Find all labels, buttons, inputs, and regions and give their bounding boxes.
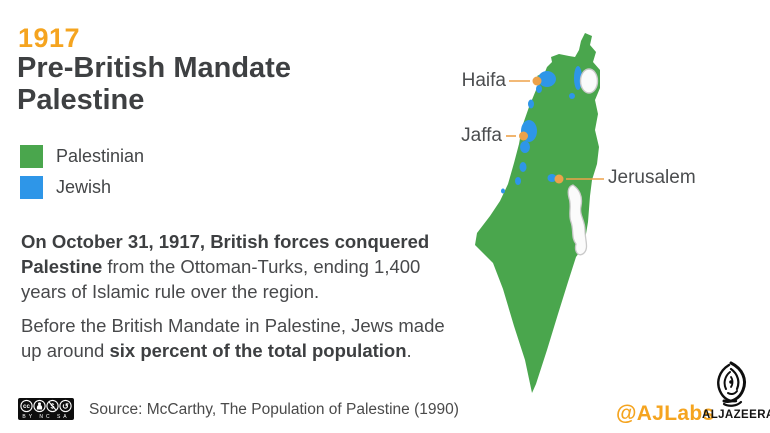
sea-of-galilee [579,68,599,94]
al-jazeera-logo-icon [717,361,746,407]
city-marker-lines [506,80,604,180]
palestine-landmass [475,33,600,393]
legend-label: Palestinian [56,146,145,166]
dead-sea [567,184,588,256]
paragraph-period: . [406,340,412,361]
paragraph-bold-text: On October 31, 1917, British forces conq… [21,231,430,277]
jerusalem-marker-dot [554,174,564,184]
city-marker-dots [519,76,564,184]
paragraph-regular-text: Before the British Mandate in Palestine,… [21,315,445,361]
paragraph-conquest: On October 31, 1917, British forces conq… [21,229,457,304]
city-label-haifa: Haifa [461,70,506,91]
ajlabs-handle: @AJLabs [616,402,715,425]
palestine-map [475,33,604,393]
paragraph-regular-text: from the Ottoman-Turks, ending 1,400 yea… [21,256,421,302]
legend-item-palestinian: Palestinian [20,145,144,168]
al-jazeera-wordmark: ALJAZEERA [702,409,770,421]
page-title: Pre-British Mandate Palestine [17,52,291,116]
source-attribution: Source: McCarthy, The Population of Pale… [89,401,459,418]
cc-license-icon: cc $ ↺ BY NC SA [18,398,74,420]
svg-text:$: $ [51,404,55,411]
jewish-color-swatch [20,176,43,199]
cc-license-terms: BY NC SA [22,414,69,420]
svg-text:cc: cc [23,403,30,410]
svg-text:↺: ↺ [62,402,69,411]
paragraph-population: Before the British Mandate in Palestine,… [21,313,457,363]
legend-label: Jewish [56,177,112,197]
city-label-jerusalem: Jerusalem [608,167,696,188]
legend-item-jewish: Jewish [20,176,111,199]
year-heading: 1917 [18,23,81,53]
city-label-jaffa: Jaffa [461,125,502,146]
jaffa-marker-dot [519,131,528,141]
palestinian-color-swatch [20,145,43,168]
haifa-marker-dot [532,76,542,86]
paragraph-bold-text: six percent of the total population [109,340,407,361]
